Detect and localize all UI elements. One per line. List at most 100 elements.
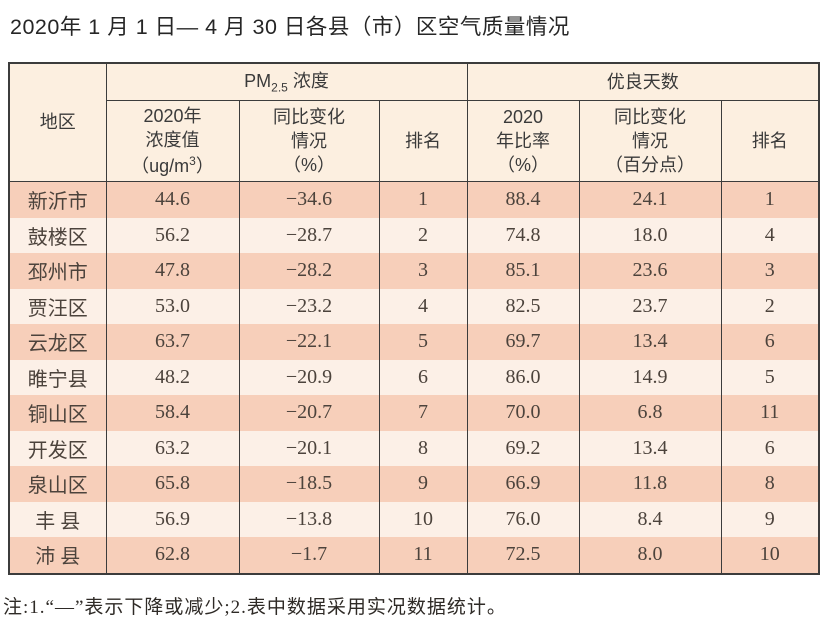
cell-region: 邳州市	[8, 253, 107, 289]
cell-days-rank: 4	[720, 217, 820, 253]
pm-value-unit-sup: 3	[189, 153, 196, 168]
days-ratio-header-line3: （%）	[496, 155, 549, 176]
cell-days-rank: 5	[720, 359, 820, 395]
cell-days-ratio: 86.0	[466, 359, 580, 395]
cell-pm-change: −18.5	[238, 466, 380, 502]
cell-days-ratio: 85.1	[466, 253, 580, 289]
sub-header-row: 2020年 浓度值 （ug/m3） 同比变化 情况 （%） 排名 2020 年比率 （%） …	[9, 100, 820, 182]
cell-region: 鼓楼区	[8, 217, 107, 253]
cell-pm-rank: 2	[378, 217, 468, 253]
pm-change-header-line3: （%）	[282, 155, 335, 176]
cell-pm-value: 62.8	[105, 537, 240, 574]
cell-days-rank: 6	[720, 430, 820, 466]
cell-days-ratio: 69.7	[466, 324, 580, 360]
cell-region: 贾汪区	[8, 288, 107, 324]
cell-pm-value: 58.4	[105, 395, 240, 431]
cell-days-change: 18.0	[578, 217, 722, 253]
cell-pm-change: −20.7	[238, 395, 380, 431]
cell-days-change: 13.4	[578, 430, 722, 466]
cell-days-ratio: 69.2	[466, 430, 580, 466]
cell-days-change: 14.9	[578, 359, 722, 395]
pm-value-header-line2: 浓度值	[145, 130, 200, 151]
cell-pm-change: −34.6	[238, 181, 380, 218]
cell-pm-value: 56.2	[105, 217, 240, 253]
cell-days-rank: 11	[720, 395, 820, 431]
cell-days-rank: 9	[720, 501, 820, 537]
cell-days-ratio: 74.8	[466, 217, 580, 253]
cell-pm-value: 63.2	[105, 430, 240, 466]
cell-region: 丰 县	[8, 501, 107, 537]
table-row: 新沂市 44.6 −34.6 1 88.4 24.1 1	[8, 181, 820, 218]
table-row: 开发区 63.2 −20.1 8 69.2 13.4 6	[8, 430, 820, 466]
column-header-pm-change: 同比变化 情况 （%）	[238, 100, 380, 182]
table-row: 睢宁县 48.2 −20.9 6 86.0 14.9 5	[8, 359, 820, 395]
cell-pm-change: −13.8	[238, 501, 380, 537]
footnote: 注:1.“—”表示下降或减少;2.表中数据采用实况数据统计。	[3, 596, 507, 618]
cell-pm-rank: 9	[378, 466, 468, 502]
cell-days-change: 13.4	[578, 324, 722, 360]
cell-days-ratio: 82.5	[466, 288, 580, 324]
cell-pm-value: 48.2	[105, 359, 240, 395]
cell-days-rank: 8	[720, 466, 820, 502]
column-header-days-ratio: 2020 年比率 （%）	[466, 100, 580, 182]
cell-pm-value: 56.9	[105, 501, 240, 537]
cell-region: 铜山区	[8, 395, 107, 431]
table-row: 泉山区 65.8 −18.5 9 66.9 11.8 8	[8, 466, 820, 502]
cell-pm-rank: 11	[378, 537, 468, 574]
column-group-good-days: 优良天数	[466, 63, 820, 101]
cell-days-change: 23.6	[578, 253, 722, 289]
pm-change-header-line1: 同比变化	[273, 106, 345, 127]
cell-pm-value: 63.7	[105, 324, 240, 360]
cell-pm-change: −28.2	[238, 253, 380, 289]
cell-region: 泉山区	[8, 466, 107, 502]
cell-pm-value: 53.0	[105, 288, 240, 324]
cell-pm-rank: 1	[378, 181, 468, 218]
table-row: 鼓楼区 56.2 −28.7 2 74.8 18.0 4	[8, 217, 820, 253]
cell-region: 睢宁县	[8, 359, 107, 395]
cell-region: 云龙区	[8, 324, 107, 360]
cell-pm-rank: 7	[378, 395, 468, 431]
cell-days-rank: 3	[720, 253, 820, 289]
pm25-prefix: PM	[244, 70, 272, 91]
column-header-pm-value: 2020年 浓度值 （ug/m3）	[105, 100, 240, 182]
cell-days-change: 8.4	[578, 501, 722, 537]
column-header-days-change: 同比变化 情况 （百分点）	[578, 100, 722, 182]
cell-pm-rank: 5	[378, 324, 468, 360]
cell-pm-value: 65.8	[105, 466, 240, 502]
cell-days-ratio: 76.0	[466, 501, 580, 537]
cell-days-ratio: 70.0	[466, 395, 580, 431]
cell-region: 沛 县	[8, 537, 107, 574]
cell-days-rank: 6	[720, 324, 820, 360]
cell-days-rank: 2	[720, 288, 820, 324]
cell-days-ratio: 88.4	[466, 181, 580, 218]
table-row: 铜山区 58.4 −20.7 7 70.0 6.8 11	[8, 395, 820, 431]
column-header-region: 地区	[8, 63, 107, 182]
cell-days-rank: 10	[720, 537, 820, 574]
days-change-header-line3: （百分点）	[605, 155, 695, 176]
cell-days-change: 8.0	[578, 537, 722, 574]
cell-pm-change: −22.1	[238, 324, 380, 360]
table-row: 邳州市 47.8 −28.2 3 85.1 23.6 3	[8, 253, 820, 289]
days-ratio-header-line1: 2020	[502, 106, 544, 127]
cell-pm-value: 44.6	[105, 181, 240, 218]
cell-pm-rank: 4	[378, 288, 468, 324]
column-group-pm25: PM2.5 浓度	[105, 63, 468, 101]
pm-value-unit-post: ）	[195, 155, 214, 176]
cell-days-change: 23.7	[578, 288, 722, 324]
days-change-header-line2: 情况	[632, 130, 668, 151]
cell-pm-change: −23.2	[238, 288, 380, 324]
days-ratio-header-line2: 年比率	[496, 130, 550, 151]
table-row: 丰 县 56.9 −13.8 10 76.0 8.4 9	[8, 501, 820, 537]
table-body: 新沂市 44.6 −34.6 1 88.4 24.1 1 鼓楼区 56.2 −2…	[8, 181, 820, 574]
pm25-subscript: 2.5	[271, 80, 288, 95]
cell-pm-rank: 3	[378, 253, 468, 289]
table-header: 地区 PM2.5 浓度 优良天数 2020年 浓度值 （ug/m3） 同比变化 情况 （…	[8, 63, 820, 182]
page-title: 2020年 1 月 1 日— 4 月 30 日各县（市）区空气质量情况	[10, 15, 570, 39]
cell-pm-change: −20.9	[238, 359, 380, 395]
table-row: 云龙区 63.7 −22.1 5 69.7 13.4 6	[8, 324, 820, 360]
pm-value-unit-pre: （ug/m	[131, 155, 190, 176]
column-header-pm-rank: 排名	[378, 100, 468, 182]
cell-pm-value: 47.8	[105, 253, 240, 289]
cell-days-ratio: 72.5	[466, 537, 580, 574]
cell-days-change: 6.8	[578, 395, 722, 431]
